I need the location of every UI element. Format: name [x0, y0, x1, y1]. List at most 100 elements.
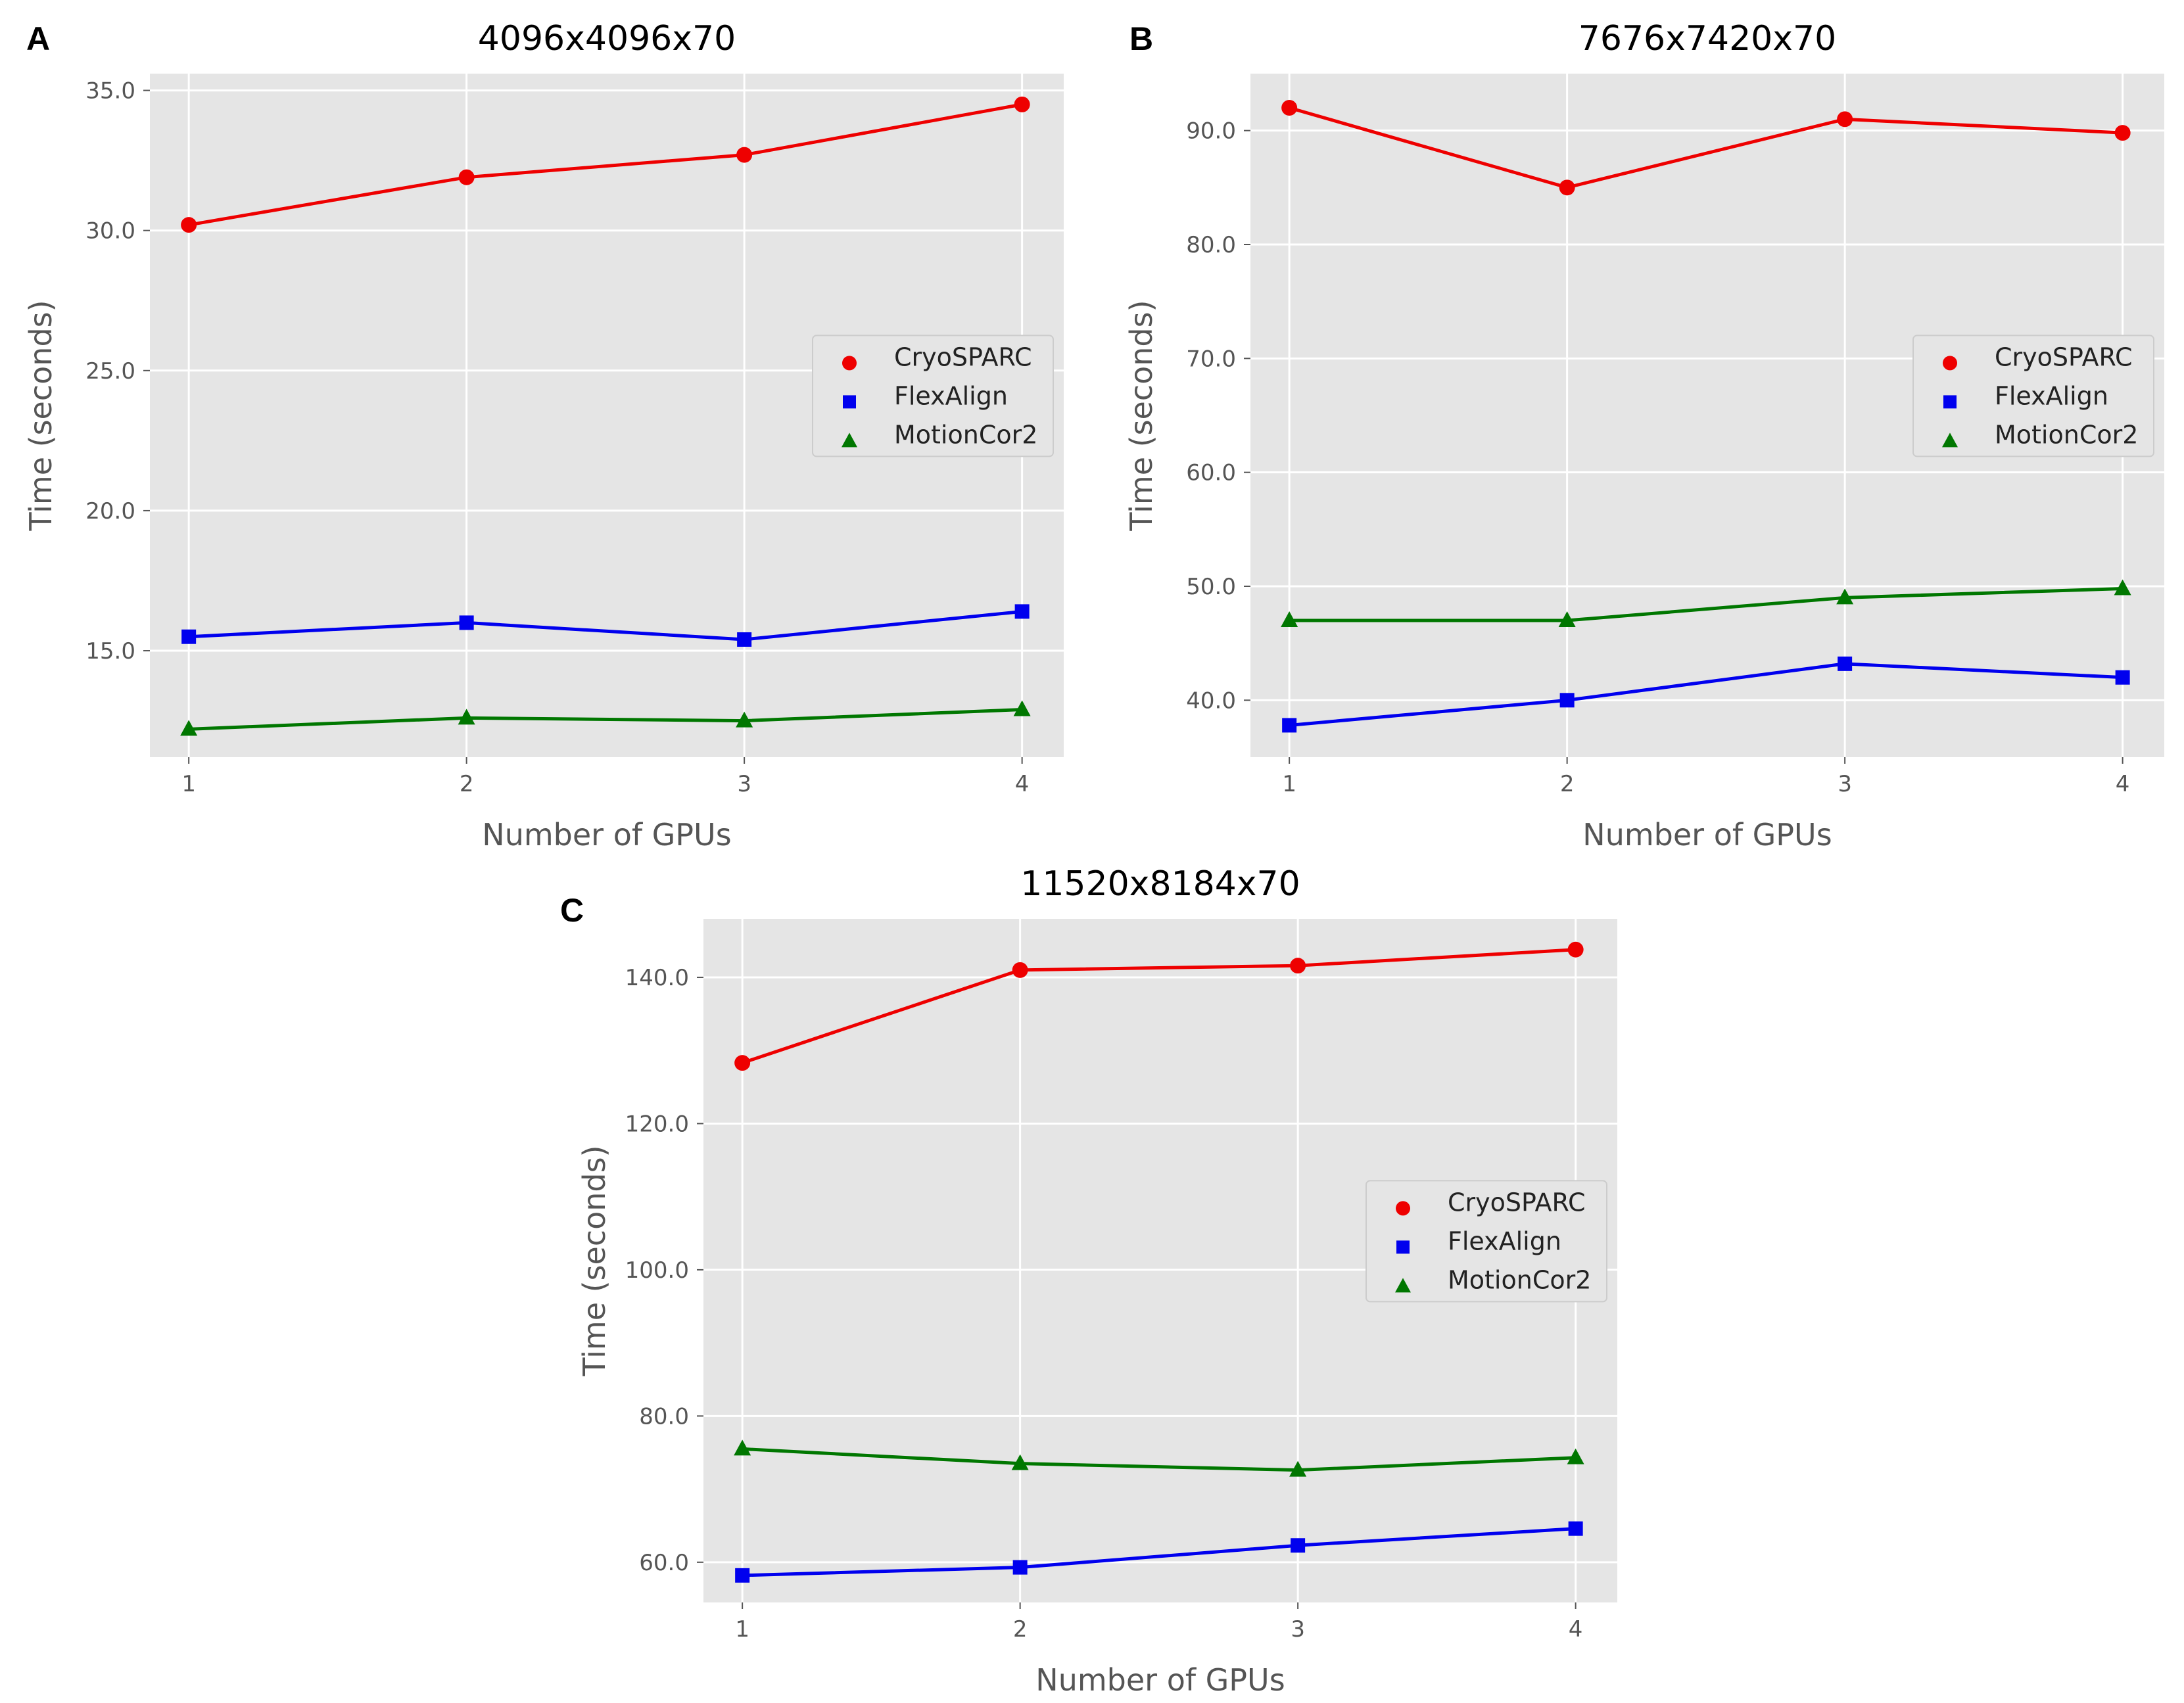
x-tick-label: 1 — [1282, 771, 1296, 797]
data-point-motioncor2 — [736, 711, 753, 728]
data-point-flexalign — [1012, 1560, 1028, 1575]
legend-label-cryosparc: CryoSPARC — [1448, 1188, 1586, 1217]
data-point-flexalign — [737, 632, 752, 647]
y-tick-label: 20.0 — [85, 498, 135, 525]
data-point-motioncor2 — [1289, 1460, 1307, 1477]
x-tick-label: 1 — [181, 771, 196, 797]
legend-marker-motioncor2 — [1942, 432, 1958, 448]
data-point-cryosparc — [1290, 958, 1306, 974]
y-tick-label: 60.0 — [1186, 460, 1236, 486]
legend-marker-flexalign — [1943, 395, 1957, 409]
x-axis-label: Number of GPUs — [482, 817, 731, 852]
series-line-flexalign — [742, 1527, 1576, 1577]
x-tick-label: 2 — [1013, 1616, 1028, 1643]
legend-label-motioncor2: MotionCor2 — [894, 420, 1037, 449]
data-point-motioncor2 — [458, 709, 475, 725]
series-line-cryosparc — [742, 948, 1576, 1065]
y-tick-label: 25.0 — [85, 358, 135, 385]
legend-box — [1365, 1180, 1607, 1303]
data-point-flexalign — [1559, 693, 1575, 708]
legend-marker-motioncor2 — [1395, 1278, 1411, 1293]
x-tick-label: 3 — [737, 771, 751, 797]
y-tick-label: 100.0 — [625, 1257, 689, 1284]
legend-label-flexalign: FlexAlign — [1995, 381, 2108, 410]
x-tick-label: 3 — [1838, 771, 1852, 797]
x-axis-label: Number of GPUs — [1035, 1662, 1285, 1698]
legend-marker-cryosparc — [842, 356, 857, 371]
legend-marker-motioncor2 — [842, 432, 857, 448]
y-tick-label: 15.0 — [85, 638, 135, 665]
x-tick-label: 4 — [1569, 1616, 1583, 1643]
legend-label-flexalign: FlexAlign — [1448, 1226, 1561, 1255]
series-line-cryosparc — [1289, 106, 2123, 189]
data-point-flexalign — [1291, 1538, 1306, 1553]
chart-panel-b: B 7676x7420x70 1 2 3 4 40.0 50.0 60.0 70.0 80.0 90.… — [1124, 19, 2164, 852]
chart-panel-a: A 4096x4096x70 1 2 3 4 15.0 20.0 25.0 30.0 35.0 Num… — [23, 19, 1064, 852]
data-point-cryosparc — [1567, 941, 1584, 958]
y-tick-label: 80.0 — [639, 1403, 689, 1430]
y-tick-label: 70.0 — [1186, 346, 1236, 372]
legend: CryoSPARC FlexAlign MotionCor2 — [1365, 1180, 1607, 1303]
legend-marker-cryosparc — [1943, 356, 1957, 371]
data-point-flexalign — [459, 615, 474, 630]
series-line-flexalign — [189, 609, 1022, 642]
y-axis-label: Time (seconds) — [577, 1145, 612, 1376]
series-line-motioncor2 — [742, 1447, 1576, 1472]
y-tick-label: 120.0 — [625, 1111, 689, 1137]
data-point-cryosparc — [1837, 111, 1853, 128]
y-tick-label: 50.0 — [1186, 574, 1236, 600]
legend-label-cryosparc: CryoSPARC — [1995, 342, 2133, 371]
legend-marker-flexalign — [1396, 1240, 1410, 1254]
x-tick-label: 2 — [460, 771, 474, 797]
data-point-flexalign — [2115, 670, 2130, 685]
legend-label-flexalign: FlexAlign — [894, 381, 1008, 410]
data-point-flexalign — [181, 629, 197, 644]
y-tick-label: 30.0 — [85, 218, 135, 245]
data-point-cryosparc — [1014, 96, 1030, 112]
series-line-motioncor2 — [1289, 586, 2123, 622]
x-axis-label: Number of GPUs — [1582, 817, 1832, 852]
data-point-flexalign — [1282, 718, 1297, 733]
x-tick-label: 3 — [1291, 1616, 1305, 1643]
data-point-cryosparc — [1281, 100, 1298, 116]
x-tick-label: 1 — [735, 1616, 749, 1643]
legend-box — [1912, 335, 2154, 457]
y-tick-label: 90.0 — [1186, 118, 1236, 145]
panel-letter: B — [1129, 20, 1153, 57]
chart-title: 4096x4096x70 — [478, 19, 736, 58]
legend-label-motioncor2: MotionCor2 — [1995, 420, 2138, 449]
y-axis-label: Time (seconds) — [1124, 300, 1159, 531]
data-point-motioncor2 — [1281, 611, 1298, 627]
data-point-cryosparc — [2114, 125, 2131, 141]
data-point-cryosparc — [1559, 179, 1575, 196]
data-point-motioncor2 — [734, 1439, 751, 1456]
chart-title: 7676x7420x70 — [1579, 19, 1836, 58]
chart-panel-c: C 11520x8184x70 1 2 3 4 60.0 80.0 100.0 120.0 140.… — [560, 864, 1617, 1698]
data-point-flexalign — [1838, 656, 1853, 671]
x-tick-label: 4 — [1015, 771, 1030, 797]
data-point-flexalign — [1568, 1521, 1583, 1536]
data-point-motioncor2 — [2114, 579, 2131, 595]
y-tick-label: 35.0 — [85, 78, 135, 105]
y-tick-label: 60.0 — [639, 1550, 689, 1576]
panel-letter: A — [26, 20, 50, 57]
x-tick-label: 4 — [2116, 771, 2130, 797]
series-line-motioncor2 — [189, 708, 1022, 731]
legend-box — [812, 335, 1054, 457]
legend: CryoSPARC FlexAlign MotionCor2 — [1912, 335, 2154, 457]
data-point-motioncor2 — [1558, 611, 1576, 627]
data-point-cryosparc — [734, 1055, 751, 1071]
data-point-motioncor2 — [1836, 588, 1854, 605]
panel-letter: C — [560, 892, 584, 929]
data-point-flexalign — [1014, 604, 1030, 619]
legend-marker-cryosparc — [1396, 1201, 1410, 1216]
data-point-cryosparc — [181, 217, 197, 233]
y-axis-label: Time (seconds) — [23, 300, 59, 531]
data-point-cryosparc — [458, 169, 475, 185]
chart-title: 11520x8184x70 — [1020, 864, 1300, 904]
series-line-flexalign — [1289, 662, 2123, 727]
data-point-cryosparc — [736, 147, 753, 163]
data-point-flexalign — [735, 1568, 750, 1583]
data-point-motioncor2 — [1013, 700, 1031, 716]
